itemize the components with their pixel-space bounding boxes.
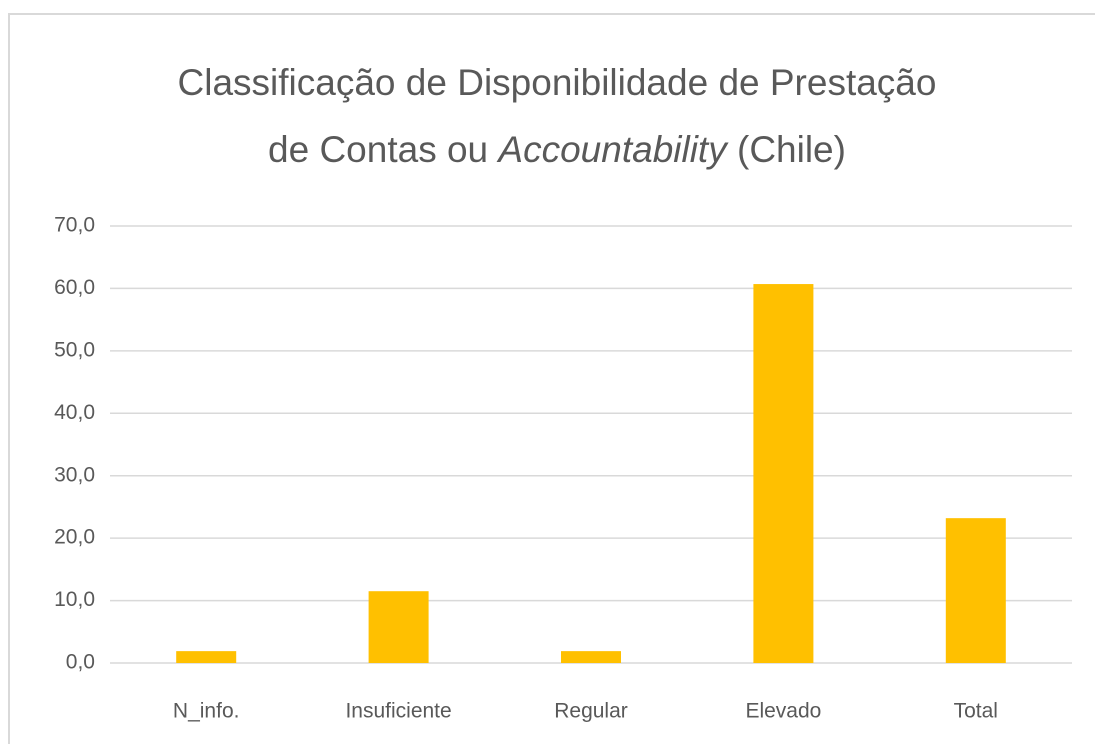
y-tick-label: 50,0 bbox=[54, 338, 95, 361]
y-tick-label: 30,0 bbox=[54, 463, 95, 486]
bar bbox=[561, 651, 621, 663]
x-tick-label: Regular bbox=[554, 700, 628, 723]
title-part: de Contas ou bbox=[268, 129, 498, 170]
x-tick-label: Insuficiente bbox=[345, 700, 451, 723]
bar bbox=[368, 591, 429, 663]
y-tick-label: 10,0 bbox=[54, 588, 95, 611]
y-tick-label: 40,0 bbox=[54, 401, 95, 424]
y-tick-label: 0,0 bbox=[66, 651, 95, 674]
bar bbox=[176, 651, 237, 663]
title-part: (Chile) bbox=[727, 129, 846, 170]
bar bbox=[753, 284, 814, 663]
chart-title: Classificação de Disponibilidade de Pres… bbox=[178, 62, 937, 103]
y-tick-label: 60,0 bbox=[54, 276, 95, 299]
chart-title: de Contas ou Accountability (Chile) bbox=[268, 129, 846, 170]
bar bbox=[945, 518, 1006, 663]
x-tick-label: Total bbox=[954, 700, 998, 723]
y-tick-label: 70,0 bbox=[54, 214, 95, 237]
chart-frame bbox=[8, 13, 1095, 744]
x-tick-label: N_info. bbox=[173, 700, 240, 723]
title-part: Accountability bbox=[496, 129, 729, 170]
y-tick-label: 20,0 bbox=[54, 526, 95, 549]
x-tick-label: Elevado bbox=[745, 700, 821, 723]
